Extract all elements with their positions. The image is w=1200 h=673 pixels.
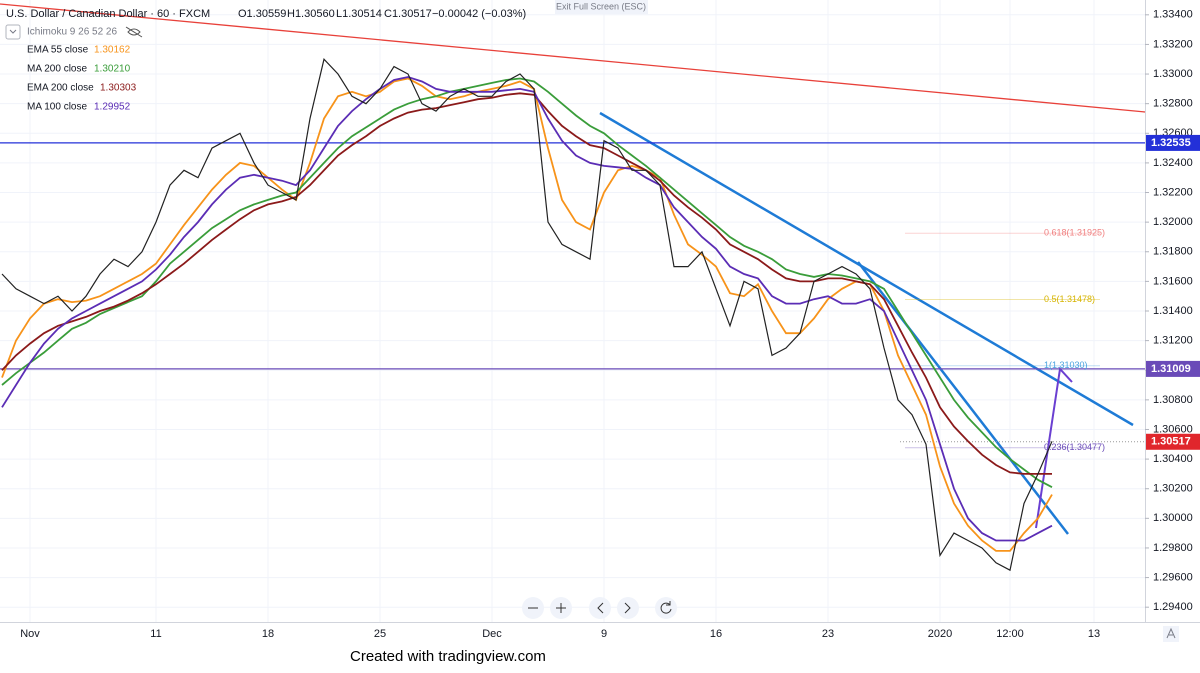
x-tick-label: 12:00 bbox=[996, 628, 1024, 640]
legend-value: 1.30162 bbox=[94, 45, 131, 56]
legend-name: EMA 55 close bbox=[27, 45, 89, 56]
exit-fullscreen[interactable]: Exit Full Screen (ESC) bbox=[556, 1, 646, 11]
fib-label: 0.5(1.31478) bbox=[1044, 294, 1095, 304]
y-tick-label: 1.29800 bbox=[1153, 542, 1193, 554]
hidden-icon[interactable] bbox=[125, 26, 143, 38]
ma-line bbox=[1, 77, 1053, 488]
y-tick-label: 1.31600 bbox=[1153, 275, 1193, 287]
price-line bbox=[1, 57, 1053, 572]
overlay: Exit Full Screen (ESC) U.S. Dollar / Can… bbox=[5, 0, 1200, 665]
x-tick-label: 9 bbox=[601, 628, 607, 640]
grid bbox=[0, 0, 1149, 622]
price-tag-label: 1.31009 bbox=[1151, 363, 1191, 375]
y-tick-label: 1.30200 bbox=[1153, 483, 1193, 495]
plot bbox=[0, 57, 1145, 572]
collapse-icon bbox=[9, 29, 17, 34]
footer: Created with tradingview.com bbox=[350, 648, 546, 665]
ichimoku: Ichimoku 9 26 52 26 bbox=[27, 27, 117, 38]
x-tick-label: Nov bbox=[20, 628, 40, 640]
y-tick-label: 1.31800 bbox=[1153, 246, 1193, 258]
y-tick-label: 1.29400 bbox=[1153, 601, 1193, 613]
ohlc-close: C1.30517 bbox=[384, 8, 432, 20]
ohlc-open: O1.30559 bbox=[238, 8, 286, 20]
ohlc-low: L1.30514 bbox=[336, 8, 382, 20]
price-tag bbox=[1146, 134, 1200, 151]
x-tick-label: 16 bbox=[710, 628, 722, 640]
auto-scale-icon bbox=[1166, 627, 1176, 639]
toolbar bbox=[522, 597, 677, 619]
ohlc-high: H1.30560 bbox=[287, 8, 335, 20]
x-tick-label: 23 bbox=[822, 628, 834, 640]
zoom-in-icon bbox=[556, 603, 566, 613]
scroll-right[interactable] bbox=[617, 597, 639, 619]
x-tick-label: 25 bbox=[374, 628, 386, 640]
y-tick-label: 1.32800 bbox=[1153, 98, 1193, 110]
scroll-left[interactable] bbox=[589, 597, 611, 619]
x-tick-label: 13 bbox=[1088, 628, 1100, 640]
y-tick-label: 1.31400 bbox=[1153, 305, 1193, 317]
reset-icon bbox=[660, 601, 672, 614]
legend-value: 1.29952 bbox=[94, 102, 131, 113]
fib-label: 0.236(1.30477) bbox=[1044, 442, 1105, 452]
y-tick-label: 1.30400 bbox=[1153, 453, 1193, 465]
price-tag-label: 1.32535 bbox=[1151, 137, 1191, 149]
y-tick-label: 1.32400 bbox=[1153, 157, 1193, 169]
exit-fullscreen-bg[interactable] bbox=[555, 0, 648, 14]
trend-line-blue bbox=[599, 111, 1134, 427]
y-tick-label: 1.30000 bbox=[1153, 512, 1193, 524]
x-tick-label: 11 bbox=[150, 628, 161, 640]
price-tag bbox=[1146, 433, 1200, 450]
x-tick-label: 18 bbox=[262, 628, 274, 640]
y-tick-label: 1.33200 bbox=[1153, 38, 1193, 50]
x-tick-label: 2020 bbox=[928, 628, 952, 640]
y-tick-label: 1.32200 bbox=[1153, 186, 1193, 198]
reset[interactable] bbox=[655, 597, 677, 619]
price-tag bbox=[1146, 360, 1200, 377]
y-tick-label: 1.30800 bbox=[1153, 394, 1193, 406]
ma-line bbox=[1, 92, 1052, 475]
y-tick-label: 1.30600 bbox=[1153, 423, 1193, 435]
scroll-right-icon bbox=[624, 602, 631, 614]
ma-line bbox=[1, 77, 1053, 552]
fib-label: 1(1.31030) bbox=[1044, 360, 1088, 370]
x-tick-label: Dec bbox=[482, 628, 502, 640]
ma-line bbox=[1, 76, 1053, 542]
trend-line-red bbox=[0, 3, 1146, 113]
legend-name: EMA 200 close bbox=[27, 83, 94, 94]
legend-name: MA 100 close bbox=[27, 102, 87, 113]
y-tick-label: 1.29600 bbox=[1153, 571, 1193, 583]
trend-line-blue-steep bbox=[857, 261, 1069, 535]
ohlc-change: −0.00042 (−0.03%) bbox=[432, 8, 526, 20]
price-tag-label: 1.30517 bbox=[1151, 436, 1191, 448]
legend-value: 1.30210 bbox=[94, 64, 131, 75]
y-tick-label: 1.33000 bbox=[1153, 68, 1193, 80]
y-tick-label: 1.31200 bbox=[1153, 335, 1193, 347]
legend-name: MA 200 close bbox=[27, 64, 87, 75]
symbol: U.S. Dollar / Canadian Dollar · 60 · FXC… bbox=[6, 8, 210, 20]
collapse-button[interactable] bbox=[5, 24, 21, 40]
legend-value: 1.30303 bbox=[100, 83, 137, 94]
y-tick-label: 1.33400 bbox=[1153, 9, 1193, 21]
fib-label: 0.618(1.31925) bbox=[1044, 228, 1105, 238]
y-tick-label: 1.32000 bbox=[1153, 216, 1193, 228]
scroll-left-icon bbox=[597, 602, 604, 614]
